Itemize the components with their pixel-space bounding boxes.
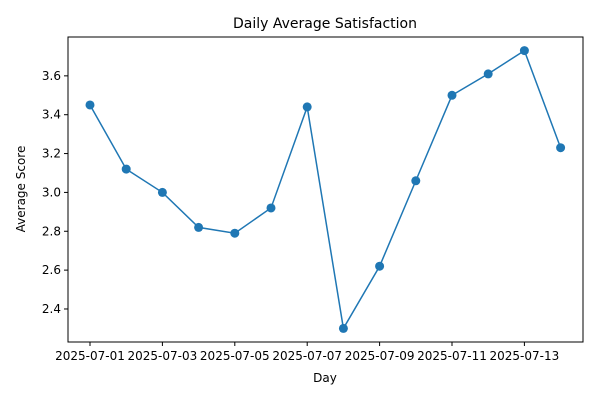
y-tick-label: 3.4 xyxy=(42,108,61,122)
data-point xyxy=(230,228,240,238)
data-point xyxy=(411,176,421,186)
data-point xyxy=(483,69,493,79)
x-tick-label: 2025-07-11 xyxy=(417,349,487,363)
x-tick-label: 2025-07-05 xyxy=(200,349,270,363)
data-point xyxy=(447,90,457,100)
data-point xyxy=(519,46,529,56)
y-tick-label: 3.6 xyxy=(42,69,61,83)
y-tick-label: 3.0 xyxy=(42,185,61,199)
y-tick-label: 3.2 xyxy=(42,147,61,161)
data-point xyxy=(121,164,131,174)
y-axis: 2.4 2.6 2.8 3.0 3.2 3.4 3.6 xyxy=(42,69,68,316)
series-markers xyxy=(85,46,566,333)
x-axis-label: Day xyxy=(313,371,337,385)
x-tick-label: 2025-07-01 xyxy=(55,349,125,363)
y-tick-label: 2.8 xyxy=(42,224,61,238)
data-point xyxy=(302,102,312,112)
data-point xyxy=(266,203,276,213)
x-tick-label: 2025-07-09 xyxy=(345,349,415,363)
x-tick-label: 2025-07-13 xyxy=(490,349,560,363)
data-point xyxy=(556,143,566,153)
data-point xyxy=(85,100,95,110)
plot-area xyxy=(67,36,584,343)
data-point xyxy=(375,261,385,271)
x-axis: 2025-07-01 2025-07-03 2025-07-05 2025-07-07… xyxy=(55,342,559,363)
data-point xyxy=(157,187,167,197)
data-point xyxy=(194,222,204,232)
y-tick-label: 2.6 xyxy=(42,263,61,277)
data-point xyxy=(338,323,348,333)
x-tick-label: 2025-07-03 xyxy=(128,349,198,363)
y-axis-label: Average Score xyxy=(14,146,28,233)
series-line xyxy=(89,49,562,331)
x-tick-label: 2025-07-07 xyxy=(272,349,342,363)
chart-title: Daily Average Satisfaction xyxy=(233,16,417,32)
y-tick-label: 2.4 xyxy=(42,302,61,316)
